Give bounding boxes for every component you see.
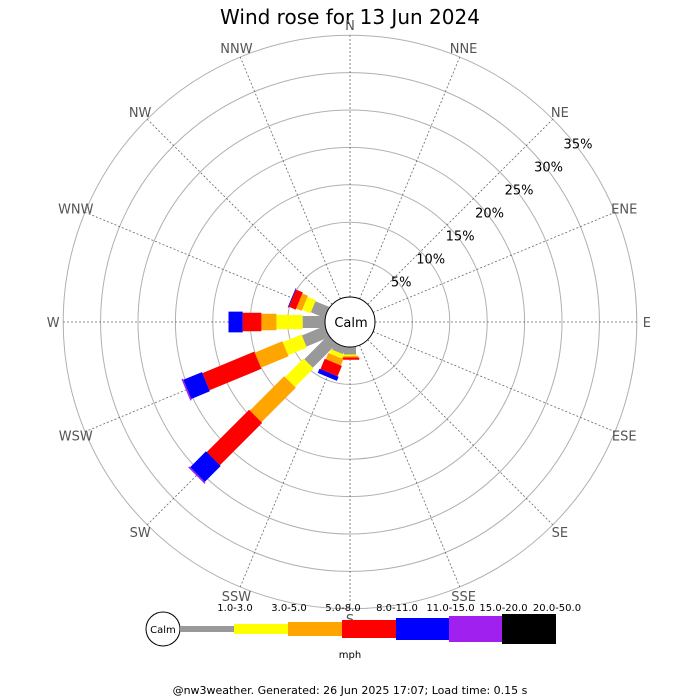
legend-swatch-5 <box>396 618 449 640</box>
wind-bar-s-bin3 <box>341 356 359 358</box>
legend-calm-label: Calm <box>150 625 176 636</box>
direction-label: SW <box>130 526 151 541</box>
wind-bar-wsw-bin3 <box>254 341 289 368</box>
wind-bar-wnw-bin2 <box>302 296 316 314</box>
wind-bar-ssw-bin3 <box>325 353 344 366</box>
legend-swatch-3 <box>288 622 342 636</box>
center-layer: Calm <box>324 296 376 348</box>
wind-bar-ssw-bin5 <box>317 368 339 381</box>
wind-bar-wnw-bin1 <box>310 301 330 318</box>
direction-label: NNW <box>220 42 252 57</box>
direction-label: N <box>345 19 355 34</box>
legend-swatch-7 <box>502 614 556 644</box>
wind-bar-ssw-bin4 <box>320 358 342 377</box>
chart-title: Wind rose for 13 Jun 2024 <box>220 5 480 29</box>
legend-swatch-6 <box>449 616 502 642</box>
wind-bar-sw-bin2 <box>285 358 314 387</box>
direction-label: NE <box>551 106 569 121</box>
legend-label-7: 20.0-50.0 <box>533 603 581 614</box>
legend-swatch-1 <box>180 626 234 632</box>
percent-label: 10% <box>416 253 445 268</box>
wind-bar-sw-bin5 <box>190 451 221 482</box>
direction-label: SSW <box>222 590 252 605</box>
wind-bar-wsw-bin1 <box>301 326 330 347</box>
legend-items: 1.0-3.0 3.0-5.0 5.0-8.0 8.0-11.0 11.0-15.0 15… <box>180 603 581 644</box>
wind-bar-w-bin3 <box>261 313 277 331</box>
direction-label: SE <box>552 526 568 541</box>
direction-spoke <box>372 211 616 313</box>
wind-bar-ssw-bin1 <box>332 342 346 355</box>
direction-label: NW <box>129 106 152 121</box>
percent-label: 35% <box>564 137 593 152</box>
wind-bar-wnw-bin3 <box>296 293 308 311</box>
wind-bar-wsw-bin6 <box>181 378 192 401</box>
wind-bar-s-bin4 <box>340 357 360 360</box>
direction-spoke <box>359 344 461 588</box>
wind-bar-wnw-bin5 <box>287 288 297 308</box>
wind-bar-w-bin5 <box>228 311 243 333</box>
direction-spoke <box>84 211 328 313</box>
wind-bar-sw-bin1 <box>304 335 337 368</box>
wind-bar-sw-bin6 <box>188 466 206 484</box>
direction-label: ENE <box>611 202 637 217</box>
percent-label: 25% <box>505 183 534 198</box>
direction-spoke <box>239 56 341 300</box>
direction-spoke <box>367 339 554 526</box>
legend-label-5: 11.0-15.0 <box>426 603 474 614</box>
wind-bar-sw-bin3 <box>249 376 296 423</box>
wind-bar-sw-bin4 <box>206 409 263 466</box>
wind-bar-s-bin1 <box>344 347 356 355</box>
legend-swatch-4 <box>342 620 396 638</box>
direction-label: WSW <box>59 430 93 445</box>
percent-label: 20% <box>475 207 504 222</box>
direction-label: W <box>47 316 60 331</box>
legend-label-4: 8.0-11.0 <box>376 603 418 614</box>
direction-spoke <box>146 118 333 305</box>
direction-label: WNW <box>58 202 94 217</box>
legend-label-2: 3.0-5.0 <box>271 603 306 614</box>
percent-ring <box>137 109 563 535</box>
labels-layer: NNNENEENEEESESESSESSSWSWWSWWWNWNWNNW5%10… <box>47 19 651 628</box>
legend: Calm 1.0-3.0 3.0-5.0 5.0-8.0 8.0-11.0 11.0-1… <box>145 603 581 661</box>
direction-label: E <box>643 316 651 331</box>
percent-label: 5% <box>391 276 412 291</box>
wind-bar-wsw-bin4 <box>202 351 262 391</box>
wind-bar-w-bin1 <box>302 316 325 328</box>
wind-bar-wsw-bin2 <box>282 334 307 356</box>
direction-label: ESE <box>612 430 637 445</box>
legend-swatch-2 <box>234 624 288 634</box>
direction-label: NNE <box>450 42 478 57</box>
legend-label-3: 5.0-8.0 <box>325 603 360 614</box>
calm-label: Calm <box>334 316 367 331</box>
wind-bar-ssw-bin2 <box>329 349 345 359</box>
legend-label-6: 15.0-20.0 <box>479 603 527 614</box>
legend-label-1: 1.0-3.0 <box>217 603 252 614</box>
wind-bar-w-bin2 <box>276 314 303 330</box>
percent-label: 30% <box>534 160 563 175</box>
bars-layer <box>181 288 360 484</box>
wind-bar-w-bin4 <box>242 312 262 332</box>
legend-unit: mph <box>339 650 361 661</box>
wind-bar-s-bin2 <box>342 354 358 356</box>
wind-bar-wnw-bin4 <box>288 289 303 310</box>
wind-bar-wsw-bin5 <box>183 372 210 399</box>
footer-text: @nw3weather. Generated: 26 Jun 2025 17:0… <box>173 684 528 697</box>
direction-label: SSE <box>451 590 476 605</box>
percent-label: 15% <box>446 230 475 245</box>
calm-circle <box>324 296 376 348</box>
direction-spoke <box>372 331 616 433</box>
